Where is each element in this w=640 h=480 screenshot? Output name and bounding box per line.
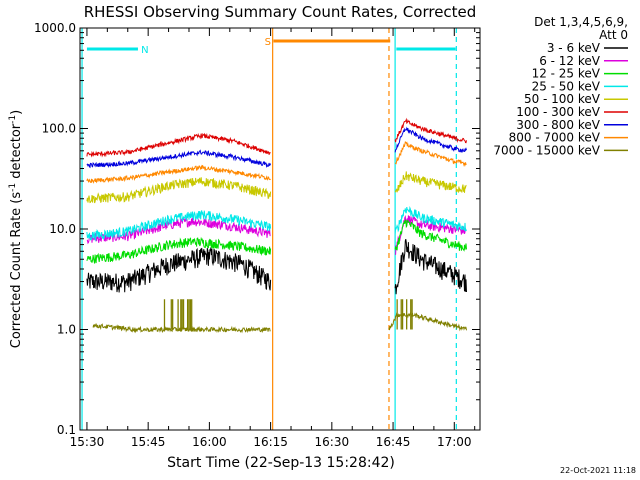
series-0 (86, 239, 467, 295)
series-3-segment-2 (394, 205, 467, 234)
generation-timestamp: 22-Oct-2021 11:18 (560, 466, 636, 475)
legend-label-7: 800 - 7000 keV (509, 131, 601, 145)
x-axis-label: Start Time (22-Sep-13 15:28:42) (167, 455, 395, 471)
x-tick-label: 16:30 (315, 435, 350, 449)
annotation-label-s: S (265, 37, 271, 48)
y-axis-label-part3: ) (9, 110, 24, 115)
chart-title: RHESSI Observing Summary Count Rates, Co… (84, 3, 477, 21)
series-5-segment-2 (394, 117, 467, 144)
series-4-segment-1 (86, 177, 272, 204)
series-2-segment-1 (86, 236, 272, 264)
legend-label-3: 25 - 50 keV (532, 79, 601, 93)
series-4 (86, 171, 467, 204)
series-8-segment-1 (92, 323, 271, 334)
y-tick-label: 1.0 (57, 323, 76, 337)
series-6-segment-1 (86, 149, 272, 169)
y-axis-label-part1: Corrected Count Rate (s (9, 192, 24, 349)
legend-label-4: 50 - 100 keV (524, 92, 601, 106)
axes-layer: 0.1 1.0 10.0 100.0 1000.0 15:30 15:45 16:00 16:1… (34, 21, 480, 449)
series-5-segment-1 (86, 132, 271, 158)
series-2-segment-2 (394, 219, 467, 252)
series-5 (86, 117, 467, 158)
series-3 (86, 205, 467, 243)
legend-header-line1: Det 1,3,4,5,6,9, (534, 15, 628, 29)
legend-label-1: 6 - 12 keV (539, 54, 601, 68)
x-tick-label: 16:45 (376, 435, 411, 449)
x-tick-label: 16:15 (253, 435, 288, 449)
series-8 (92, 299, 467, 334)
series-2 (86, 219, 467, 264)
y-axis-label-sup1: -1 (8, 183, 18, 192)
series-1 (86, 214, 467, 256)
x-tick-label: 16:00 (192, 435, 227, 449)
legend-label-5: 100 - 300 keV (516, 105, 600, 119)
y-tick-label: 1000.0 (34, 21, 76, 35)
series-7 (86, 140, 467, 184)
series-6-segment-2 (394, 126, 467, 153)
legend-label-2: 12 - 25 keV (532, 67, 601, 81)
series-4-segment-2 (394, 171, 467, 194)
legend-header-line2: Att 0 (599, 28, 628, 42)
x-tick-label: 17:00 (437, 435, 472, 449)
x-tick-label: 15:45 (131, 435, 166, 449)
legend-label-8: 7000 - 15000 keV (493, 143, 600, 157)
x-tick-label: 15:30 (70, 435, 105, 449)
y-axis-label-part2: detector (9, 123, 24, 183)
y-tick-label: 100.0 (42, 122, 76, 136)
series-7-segment-2 (394, 140, 467, 168)
legend-label-0: 3 - 6 keV (547, 41, 601, 55)
y-axis-label-sup2: -1 (8, 115, 18, 124)
series-6 (86, 126, 467, 169)
annotation-label-n: N (141, 45, 148, 56)
y-tick-label: 0.1 (57, 423, 76, 437)
series-0-segment-1 (86, 247, 272, 293)
series-0-segment-2 (394, 239, 467, 295)
series-7-segment-1 (86, 164, 271, 184)
legend-label-6: 300 - 800 keV (516, 118, 600, 132)
series-3-segment-1 (86, 210, 272, 243)
y-tick-label: 10.0 (49, 222, 76, 236)
data-layer: NS (81, 28, 467, 430)
y-axis-label: Corrected Count Rate (s-1 detector-1) (8, 110, 24, 348)
